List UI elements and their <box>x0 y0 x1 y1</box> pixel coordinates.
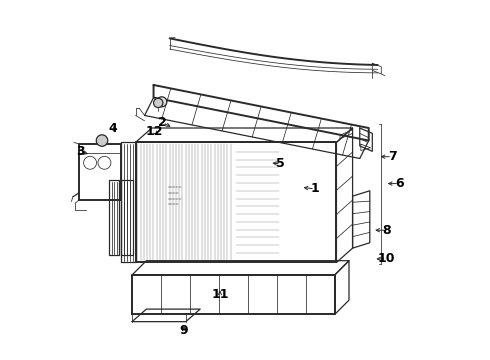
Text: 7: 7 <box>388 150 396 163</box>
Text: 5: 5 <box>276 157 285 170</box>
Text: 3: 3 <box>76 145 84 158</box>
Text: 4: 4 <box>108 122 117 135</box>
Circle shape <box>157 97 167 107</box>
Text: 2: 2 <box>158 116 167 129</box>
Text: 8: 8 <box>382 224 391 237</box>
Text: =====
====
=====
====: ===== ==== ===== ==== <box>168 185 182 208</box>
Circle shape <box>96 135 108 146</box>
Circle shape <box>153 98 163 108</box>
Text: 6: 6 <box>395 177 404 190</box>
Text: 11: 11 <box>211 288 229 301</box>
Text: 12: 12 <box>146 125 163 138</box>
Text: 1: 1 <box>311 183 319 195</box>
Text: 10: 10 <box>378 252 395 265</box>
Text: 9: 9 <box>180 324 188 337</box>
